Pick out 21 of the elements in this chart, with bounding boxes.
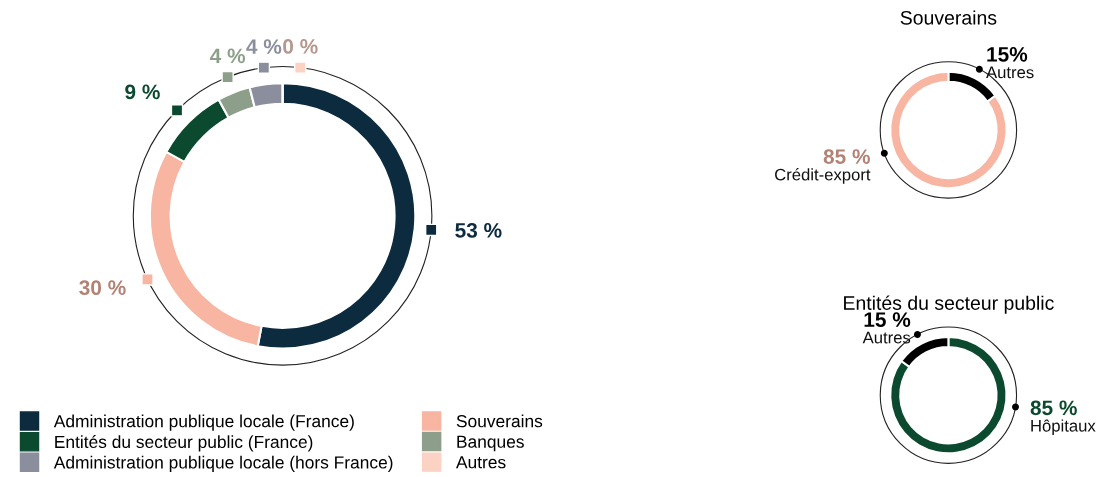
legend-label: Administration publique locale (hors France) [53, 455, 393, 472]
legend-label: Banques [457, 435, 524, 452]
data-label: 4 % [209, 48, 246, 64]
data-label: 53 % [455, 222, 502, 238]
data-label: 15% [987, 47, 1028, 62]
slice-label: Crédit-export [775, 168, 871, 184]
legend-label: Souverains [456, 414, 543, 428]
data-label: 9 % [125, 84, 160, 100]
legend-label: Autres [862, 331, 911, 344]
legend-label: Autres [986, 66, 1034, 79]
data-label: 85 % [1030, 400, 1077, 416]
data-label: 30 % [79, 280, 126, 296]
slice-label: Hôpitaux [1031, 419, 1096, 435]
text: 0 % [283, 39, 318, 54]
legend-label: Entités du secteur public (France) [55, 435, 313, 452]
chart-title: Souverains [900, 10, 997, 25]
data-label: 4 % [246, 39, 282, 54]
legend-label: Administration publique locale (France) [53, 414, 354, 431]
legend-label: Autres [456, 456, 506, 469]
data-label: 15 % [864, 312, 911, 327]
data-label: 85 % [823, 149, 870, 164]
